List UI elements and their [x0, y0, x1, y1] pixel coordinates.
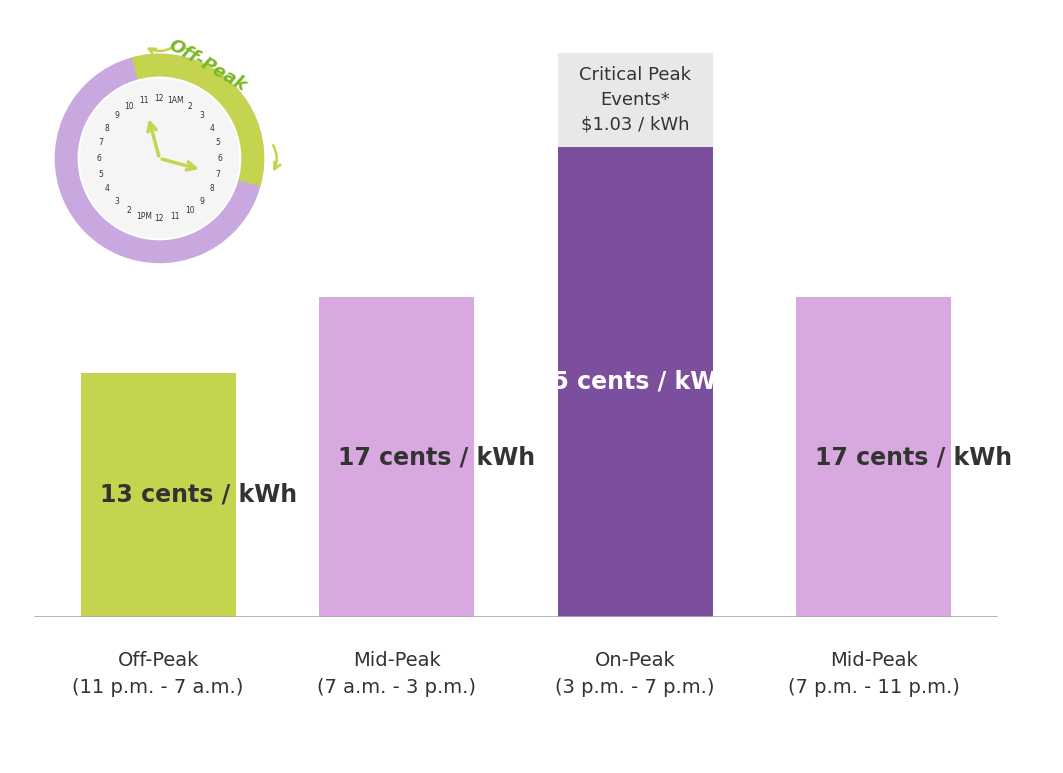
Text: 12: 12 [155, 214, 164, 223]
Text: 7: 7 [216, 169, 220, 179]
Bar [81, 373, 236, 617]
Text: On-Peak
(3 p.m. - 7 p.m.): On-Peak (3 p.m. - 7 p.m.) [555, 651, 714, 696]
Bar [796, 298, 951, 617]
Text: Critical Peak
Events*
$1.03 / kWh: Critical Peak Events* $1.03 / kWh [579, 66, 691, 134]
Text: 9: 9 [115, 111, 119, 121]
Text: 13 cents / kWh: 13 cents / kWh [100, 483, 297, 507]
Text: 5: 5 [99, 169, 103, 179]
Text: 2: 2 [126, 206, 132, 215]
Text: 17 cents / kWh: 17 cents / kWh [338, 445, 536, 469]
Text: 3: 3 [200, 111, 204, 121]
Text: Off-Peak: Off-Peak [165, 36, 250, 95]
Circle shape [79, 77, 240, 240]
Text: 9: 9 [200, 196, 204, 206]
Text: Mid-Peak
(7 a.m. - 3 p.m.): Mid-Peak (7 a.m. - 3 p.m.) [317, 651, 476, 696]
Bar [319, 298, 474, 617]
Text: 10: 10 [124, 102, 134, 111]
FancyArrowPatch shape [273, 145, 281, 169]
Text: 8: 8 [105, 124, 109, 133]
Text: 5: 5 [216, 138, 220, 148]
Text: 25 cents / kWh: 25 cents / kWh [537, 370, 733, 394]
Text: 2: 2 [187, 102, 192, 111]
Text: 17 cents / kWh: 17 cents / kWh [815, 445, 1012, 469]
Bar [558, 147, 712, 617]
Circle shape [81, 80, 238, 237]
FancyArrowPatch shape [149, 47, 172, 55]
Text: 11: 11 [170, 213, 180, 221]
Text: 1PM: 1PM [136, 213, 152, 221]
Text: 10: 10 [185, 206, 195, 215]
Text: 4: 4 [209, 124, 214, 133]
Text: Mid-Peak
(7 p.m. - 11 p.m.): Mid-Peak (7 p.m. - 11 p.m.) [788, 651, 960, 696]
Text: 11: 11 [139, 96, 149, 104]
Text: 12: 12 [155, 94, 164, 103]
Text: 6: 6 [217, 154, 222, 163]
Bar [558, 53, 712, 147]
Wedge shape [55, 54, 264, 263]
Text: 4: 4 [105, 184, 109, 193]
Text: 1AM: 1AM [167, 96, 184, 104]
Text: Off-Peak
(11 p.m. - 7 a.m.): Off-Peak (11 p.m. - 7 a.m.) [72, 651, 243, 696]
Text: 8: 8 [209, 184, 214, 193]
Text: 6: 6 [97, 154, 102, 163]
Text: 3: 3 [115, 196, 119, 206]
Text: 7: 7 [99, 138, 103, 148]
Wedge shape [133, 54, 264, 186]
